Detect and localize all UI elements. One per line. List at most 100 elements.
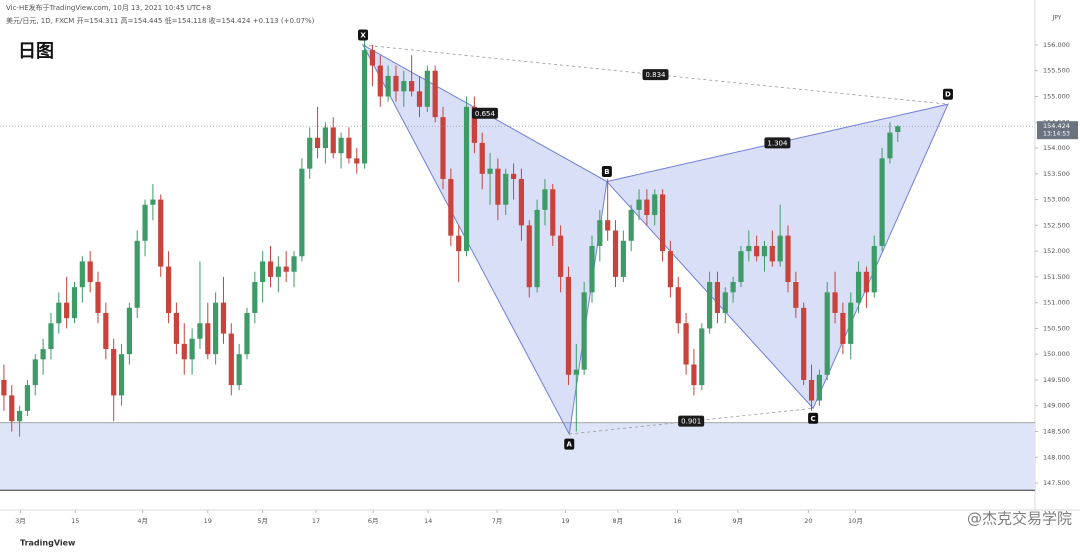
candle-body xyxy=(173,312,180,344)
candle-body xyxy=(213,302,219,355)
candle-body xyxy=(691,364,697,386)
candle-body xyxy=(440,117,446,179)
candle-body xyxy=(32,359,38,386)
candle-body xyxy=(111,349,117,396)
x-tick-label: 15 xyxy=(71,517,79,525)
candle-body xyxy=(283,266,289,272)
candle-body xyxy=(605,220,611,231)
candle-body xyxy=(228,333,234,386)
ratio-label: 0.834 xyxy=(645,71,666,79)
candle-body xyxy=(205,323,211,355)
x-tick-label: 19 xyxy=(561,517,569,525)
y-tick-label: 152.000 xyxy=(1043,247,1070,255)
x-tick-label: 3月 xyxy=(15,517,26,525)
candle-body xyxy=(675,287,681,324)
candle-body xyxy=(275,266,281,277)
candle-body xyxy=(518,178,525,226)
pattern-point-label: B xyxy=(604,168,609,176)
candle-body xyxy=(510,173,517,179)
candle-body xyxy=(612,230,619,277)
header: Vic-HE发布于TradingView.com, 10月 13, 2021 1… xyxy=(6,3,211,12)
candle-body xyxy=(769,245,775,262)
candle-body xyxy=(793,282,799,308)
candle-body xyxy=(118,354,125,396)
candle-body xyxy=(401,81,407,92)
x-tick-label: 8月 xyxy=(613,517,624,525)
y-tick-label: 151.500 xyxy=(1043,273,1070,281)
candle-body xyxy=(597,220,603,246)
y-tick-label: 155.500 xyxy=(1043,67,1070,75)
candle-body xyxy=(895,126,901,133)
candle-body xyxy=(40,349,46,360)
candle-body xyxy=(777,235,783,262)
candle-body xyxy=(785,235,791,283)
footer-logo: TradingView xyxy=(20,539,76,548)
candle-body xyxy=(322,127,328,149)
chart-title: 日图 xyxy=(18,41,54,62)
candle-body xyxy=(314,137,321,149)
candle-body xyxy=(581,292,587,370)
candle-body xyxy=(761,245,768,257)
candle-body xyxy=(714,282,721,313)
candle-body xyxy=(377,65,383,97)
candle-body xyxy=(824,292,830,375)
candle-body xyxy=(369,50,376,66)
pattern-point-label: A xyxy=(567,441,573,449)
candle-body xyxy=(236,354,242,386)
x-tick-label: 14 xyxy=(424,517,432,525)
candle-body xyxy=(416,91,423,107)
ratio-label: 1.304 xyxy=(767,139,788,147)
ratio-box xyxy=(471,107,498,119)
candle-body xyxy=(87,261,93,283)
watermark: @杰克交易学院 xyxy=(967,510,1072,528)
y-tick-label: 149.000 xyxy=(1043,402,1070,410)
countdown: 13:14:53 xyxy=(1043,131,1070,138)
support-zone xyxy=(0,422,1035,491)
ratio-label: 0.901 xyxy=(681,418,701,426)
candle-body xyxy=(134,240,140,308)
candle-body xyxy=(573,369,579,375)
candle-body xyxy=(252,282,258,313)
candle-body xyxy=(260,261,266,283)
x-tick-label: 17 xyxy=(312,517,320,525)
candle-body xyxy=(142,204,148,241)
candle-body xyxy=(291,256,297,272)
candle-body xyxy=(17,410,23,422)
x-tick-label: 5月 xyxy=(257,517,268,525)
pattern-point-box xyxy=(564,438,575,450)
y-tick-label: 154.000 xyxy=(1043,144,1070,152)
candle-body xyxy=(244,312,250,355)
y-tick-label: 148.500 xyxy=(1043,427,1070,435)
candle-body xyxy=(1,379,7,396)
candle-body xyxy=(354,158,360,164)
pattern-point-label: C xyxy=(811,415,816,423)
candle-body xyxy=(126,307,132,355)
candle-body xyxy=(863,271,870,293)
currency: JPY xyxy=(1052,15,1062,22)
candle-body xyxy=(409,81,415,92)
candle-body xyxy=(848,302,854,344)
symbol-line: 美元/日元, 1D, FXCM 开=154.311 高=154.445 低=15… xyxy=(6,16,315,25)
y-tick-label: 153.000 xyxy=(1043,196,1070,204)
y-tick-label: 147.500 xyxy=(1043,479,1070,487)
candle-body xyxy=(495,168,501,205)
pattern-point-box xyxy=(601,166,612,178)
x-tick-label: 10月 xyxy=(848,517,863,525)
candle-body xyxy=(550,189,556,236)
pattern-point-box xyxy=(808,412,819,424)
candle-body xyxy=(181,343,187,360)
candle-body xyxy=(95,282,101,313)
candle-body xyxy=(801,307,807,380)
x-tick-label: 7月 xyxy=(492,517,503,525)
candle-body xyxy=(471,106,477,143)
candle-body xyxy=(346,137,352,159)
candle-body xyxy=(267,261,274,277)
candle-body xyxy=(220,302,227,334)
candle-body xyxy=(9,395,15,422)
candle-body xyxy=(879,158,885,246)
candle-body xyxy=(189,338,195,360)
candle-body xyxy=(479,142,485,174)
y-tick-label: 149.500 xyxy=(1043,376,1070,384)
candle-body xyxy=(659,194,666,252)
candle-body xyxy=(636,199,642,210)
